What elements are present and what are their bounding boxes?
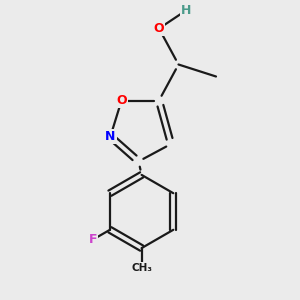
Text: N: N [105, 130, 116, 143]
Text: F: F [89, 233, 97, 246]
Text: CH₃: CH₃ [131, 262, 152, 273]
Text: O: O [116, 94, 127, 107]
Text: O: O [154, 22, 164, 35]
Text: H: H [181, 4, 191, 17]
